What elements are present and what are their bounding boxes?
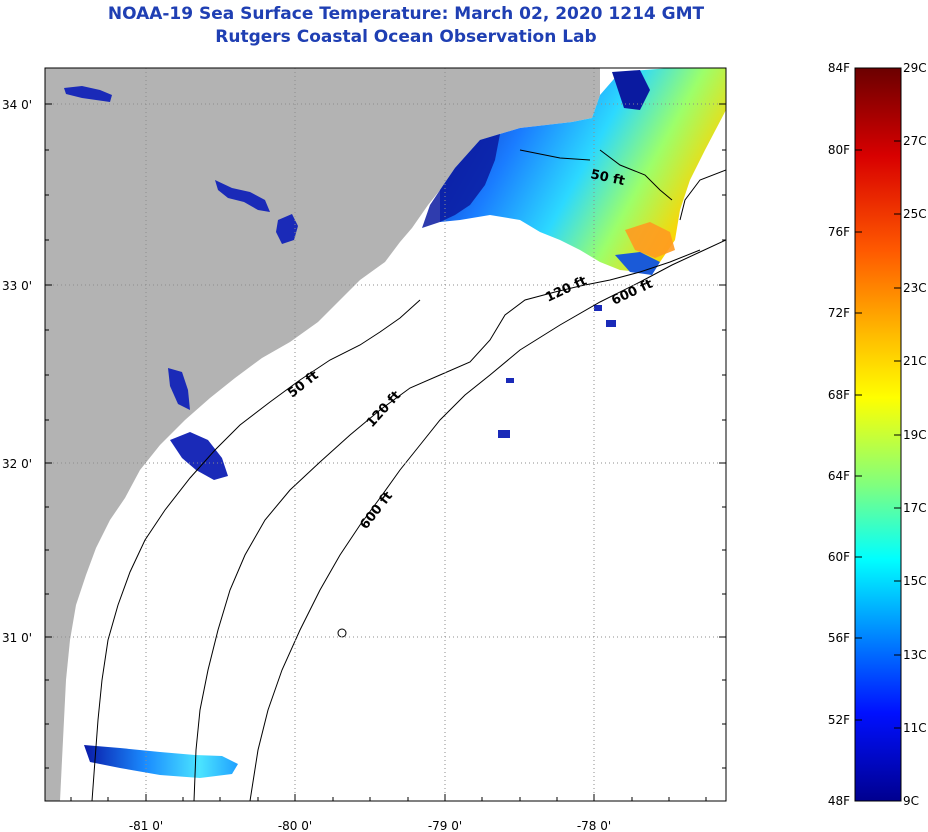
colorbar-f-label: 60F [828, 550, 850, 564]
colorbar-f-label: 72F [828, 306, 850, 320]
colorbar-c-label: 15C [903, 574, 927, 588]
colorbar: 84F 80F 76F 72F 68F 64F 60F 56F 52F 48F … [828, 61, 927, 808]
lon-label: -81 0' [129, 819, 163, 832]
map-ticks [45, 103, 726, 801]
sst-patch [612, 70, 650, 110]
lat-label: 32 0' [2, 457, 32, 471]
inland-lake [276, 214, 298, 244]
graticule [45, 68, 726, 801]
colorbar-f-label: 56F [828, 631, 850, 645]
sst-patch [498, 430, 510, 438]
sst-patch [594, 305, 602, 311]
sst-patch-warm [625, 222, 675, 258]
contour-600ft [249, 239, 726, 801]
inland-lake [215, 180, 270, 212]
colorbar-f-label: 80F [828, 143, 850, 157]
colorbar-c-label: 11C [903, 721, 927, 735]
inland-lake [168, 368, 190, 410]
map-subtitle: Rutgers Coastal Ocean Observation Lab [215, 27, 597, 47]
colorbar-c-label: 29C [903, 61, 927, 75]
colorbar-f-label: 48F [828, 794, 850, 808]
sst-patch [606, 320, 616, 327]
contour-shelf-north [679, 169, 726, 221]
sst-plume-north-edge [422, 134, 500, 228]
colorbar-ticks [855, 140, 901, 729]
sst-patch-south [170, 432, 228, 480]
colorbar-c-label: 19C [903, 428, 927, 442]
colorbar-f-label: 52F [828, 713, 850, 727]
lat-label: 31 0' [2, 631, 32, 645]
colorbar-c-label: 25C [903, 207, 927, 221]
colorbar-c-label: 9C [903, 794, 919, 808]
colorbar-c-label: 17C [903, 501, 927, 515]
contour-50ft [91, 149, 673, 801]
lon-label: -78 0' [577, 819, 611, 832]
sst-patch [506, 378, 514, 383]
colorbar-f-label: 64F [828, 469, 850, 483]
land-mass [45, 68, 600, 801]
colorbar-f-label: 68F [828, 388, 850, 402]
colorbar-f-label: 76F [828, 225, 850, 239]
lon-label: -79 0' [428, 819, 462, 832]
inland-lake [64, 86, 112, 102]
sst-plume-south [84, 745, 238, 778]
lat-label: 34 0' [2, 98, 32, 112]
colorbar-c-label: 23C [903, 281, 927, 295]
colorbar-c-label: 27C [903, 134, 927, 148]
lat-label: 33 0' [2, 279, 32, 293]
colorbar-c-label: 21C [903, 354, 927, 368]
contour-label: 50 ft [589, 167, 626, 189]
map-title: NOAA-19 Sea Surface Temperature: March 0… [107, 4, 705, 24]
sst-plume-north [440, 68, 726, 272]
map-frame [44, 67, 727, 802]
colorbar-f-label: 84F [828, 61, 850, 75]
colorbar-c-label: 13C [903, 648, 927, 662]
lon-label: -80 0' [278, 819, 312, 832]
